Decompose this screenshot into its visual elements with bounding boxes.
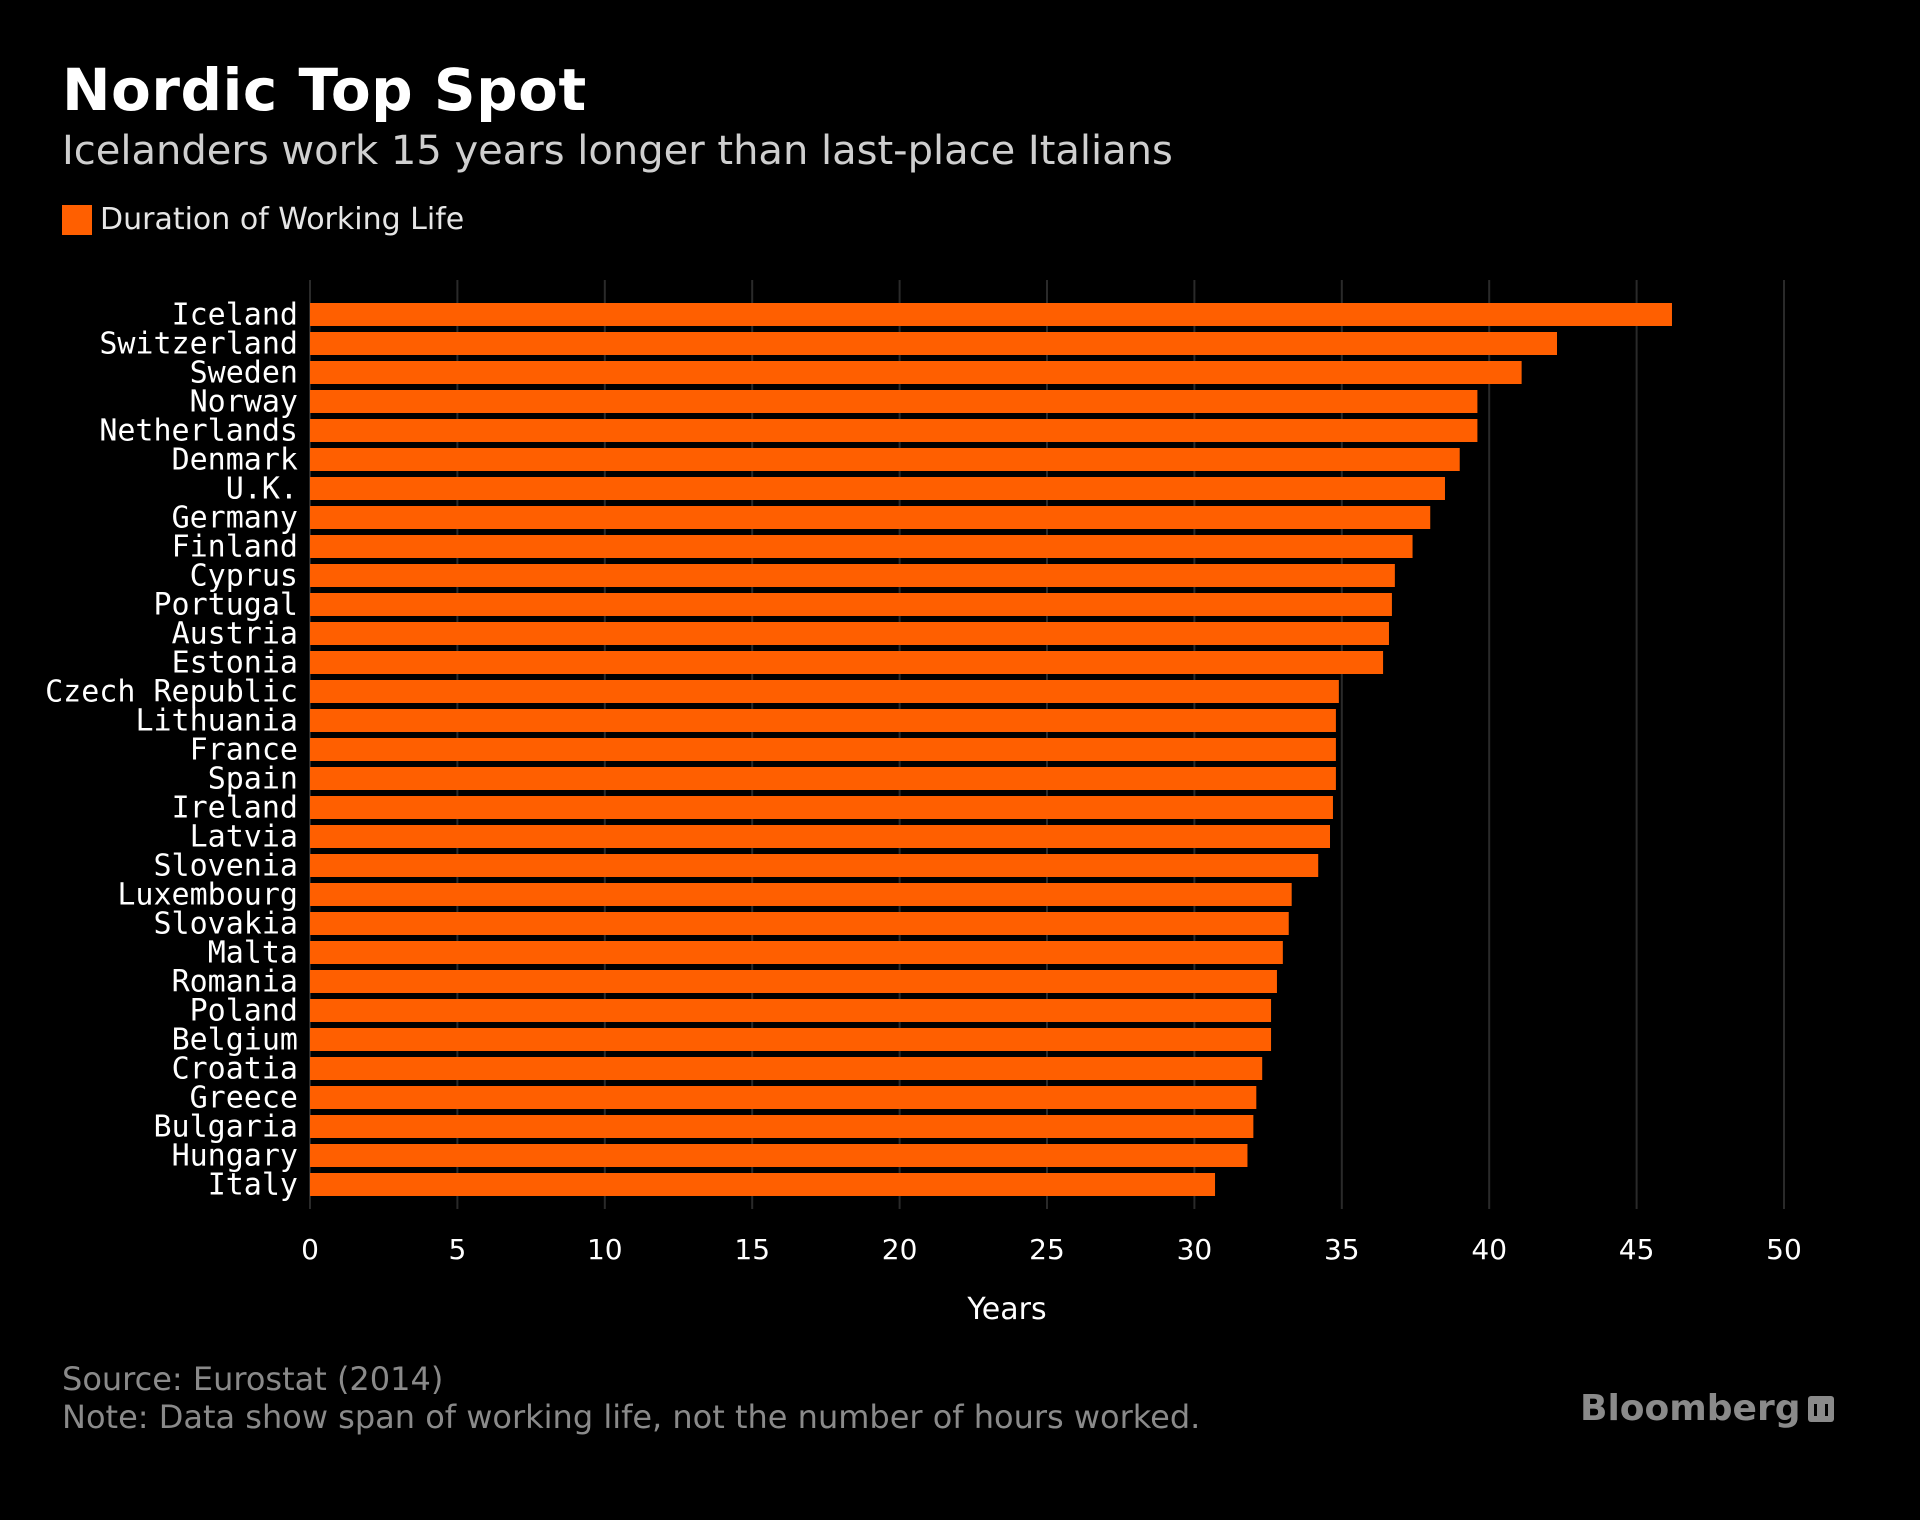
bar [310,941,1283,964]
category-label: Iceland [172,298,298,333]
bar [310,303,1672,326]
bar [310,1173,1216,1196]
bar [310,535,1413,558]
legend: Duration of Working Life [62,202,464,237]
legend-swatch [62,204,92,235]
category-label: Switzerland [99,327,298,362]
category-label: Netherlands [99,414,298,449]
category-label: Estonia [172,646,298,681]
x-tick-label: 30 [1177,1233,1213,1266]
category-label: Norway [190,385,298,420]
legend-label: Duration of Working Life [100,202,465,237]
x-tick-label: 0 [301,1233,319,1266]
category-label: Germany [172,501,298,536]
footer: Source: Eurostat (2014) Note: Data show … [62,1360,1200,1436]
category-label: Ireland [172,791,298,826]
x-tick-label: 25 [1029,1233,1065,1266]
bar [310,796,1333,819]
category-label: Romania [172,965,298,1000]
bloomberg-logo-icon [1808,1395,1835,1422]
category-label: Malta [208,936,298,971]
bar [310,506,1431,529]
category-label: Latvia [190,820,298,855]
bar [310,883,1292,906]
bar [310,477,1445,500]
x-tick-label: 10 [587,1233,623,1266]
bar [310,854,1319,877]
category-label: Slovenia [154,849,299,884]
bar [310,709,1336,732]
bar [310,564,1395,587]
category-label: Czech Republic [45,675,298,710]
x-tick-label: 40 [1471,1233,1507,1266]
bar [310,419,1478,442]
bar [310,622,1389,645]
bar [310,1057,1263,1080]
footnote: Note: Data show span of working life, no… [62,1398,1201,1436]
category-label: Slovakia [154,907,299,942]
bar [310,1028,1272,1051]
bar [310,361,1522,384]
category-label: Spain [208,762,298,797]
category-label: Portugal [154,588,299,623]
category-label: Luxembourg [117,878,298,913]
category-label: Poland [190,994,298,1029]
bar [310,738,1336,761]
bar-chart: IcelandSwitzerlandSwedenNorwayNetherland… [45,280,1802,1327]
chart-title: Nordic Top Spot [62,56,587,124]
x-tick-label: 5 [448,1233,466,1266]
bar [310,593,1392,616]
bar [310,999,1272,1022]
category-label: Croatia [172,1052,298,1087]
category-label: Cyprus [190,559,298,594]
category-label: Sweden [190,356,298,391]
x-tick-label: 50 [1766,1233,1802,1266]
category-label: Finland [172,530,298,565]
bar [310,970,1277,993]
x-axis-label: Years [966,1292,1046,1327]
category-label: Lithuania [135,704,298,739]
source-note: Source: Eurostat (2014) [62,1360,444,1398]
bar [310,651,1384,674]
bar [310,1115,1254,1138]
chart-subtitle: Icelanders work 15 years longer than las… [62,128,1173,174]
bar [310,1086,1257,1109]
bar [310,448,1460,471]
x-tick-label: 15 [734,1233,770,1266]
bar [310,912,1289,935]
brand-logo: Bloomberg [1580,1388,1835,1429]
category-label: Italy [208,1168,298,1203]
category-label: Denmark [172,443,298,478]
category-label: Hungary [172,1139,298,1174]
x-tick-label: 20 [882,1233,918,1266]
category-label: U.K. [226,472,298,507]
bar [310,390,1478,413]
category-label: Greece [190,1081,298,1116]
brand-name: Bloomberg [1580,1388,1801,1429]
bar [310,680,1339,703]
category-label: Austria [172,617,298,652]
bar [310,825,1331,848]
bar [310,1144,1248,1167]
category-label: France [190,733,298,768]
bar [310,767,1336,790]
x-tick-label: 45 [1619,1233,1655,1266]
category-label: Bulgaria [154,1110,299,1145]
bar [310,332,1558,355]
category-label: Belgium [172,1023,298,1058]
x-tick-label: 35 [1324,1233,1360,1266]
